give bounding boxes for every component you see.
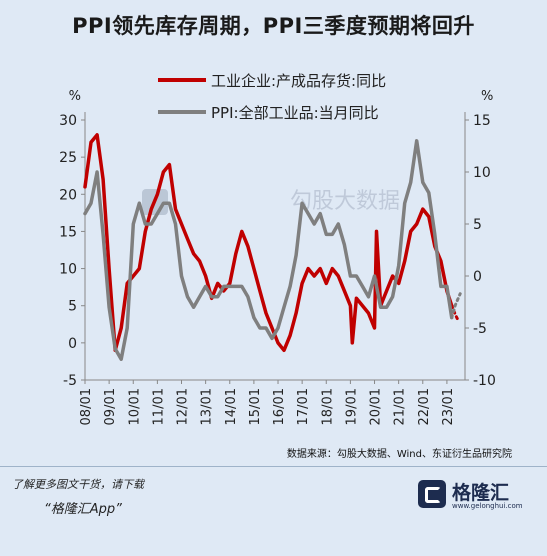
x-tick-label: 15/01 (248, 388, 263, 425)
brand-logo-icon (418, 480, 446, 508)
download-tip: 了解更多图文干货，请下载 (12, 478, 144, 491)
x-tick-label: 11/01 (151, 388, 166, 425)
legend: 工业企业:产成品存货:同比 PPI:全部工业品:当月同比 (158, 72, 386, 122)
y-left-tick-label: 10 (59, 262, 77, 278)
y-left-tick-label: 5 (68, 299, 77, 315)
y-left-tick-label: -5 (63, 373, 77, 389)
x-tick-label: 19/01 (344, 388, 359, 425)
x-tick-label: 09/01 (103, 388, 118, 425)
legend-label-inventory: 工业企业:产成品存货:同比 (211, 72, 386, 90)
y-axis-left-unit: % (69, 89, 81, 104)
footer-divider (0, 466, 547, 467)
series-layer (83, 133, 462, 361)
x-tick-label: 18/01 (320, 388, 335, 425)
series-line-ppi-forecast (450, 292, 462, 320)
y-right-tick-label: 10 (473, 165, 491, 181)
series-line-ppi (83, 139, 454, 361)
x-tick-label: 13/01 (200, 388, 215, 425)
brand-url: www.gelonghui.com (452, 502, 523, 510)
x-tick-label: 14/01 (224, 388, 239, 425)
y-left-tick-label: 25 (59, 150, 77, 166)
chart: 勾股大数据 % % -5 0 5 10 15 20 25 30 -10 -5 0 5 10 15 08/01 09… (59, 72, 512, 460)
x-tick-label: 23/01 (441, 388, 456, 425)
y-right-tick-label: 5 (473, 217, 482, 233)
x-tick-label: 12/01 (176, 388, 191, 425)
series-line-inventory (83, 133, 454, 353)
y-right-tick-label: 0 (473, 269, 482, 285)
brand[interactable]: 格隆汇 www.gelonghui.com (418, 478, 538, 518)
series-line-inventory-forecast (450, 304, 461, 324)
x-tick-label: 10/01 (127, 388, 142, 425)
y-left-tick-label: 30 (59, 113, 77, 129)
x-tick-label: 21/01 (393, 388, 408, 425)
y-left-tick-label: 20 (59, 187, 77, 203)
y-axis-right-unit: % (481, 89, 493, 104)
source-note: 数据来源：勾股大数据、Wind、东证衍生品研究院 (287, 447, 512, 460)
y-right-tick-label: -10 (473, 373, 496, 389)
page-title: PPI领先库存周期，PPI三季度预期将回升 (72, 14, 475, 38)
y-left-tick-label: 0 (68, 336, 77, 352)
y-right-tick-label: 15 (473, 113, 491, 129)
x-tick-label: 16/01 (272, 388, 287, 425)
x-tick-label: 08/01 (79, 388, 94, 425)
x-tick-label: 22/01 (417, 388, 432, 425)
watermark-text: 勾股大数据 (290, 189, 400, 214)
brand-name: 格隆汇 (452, 482, 510, 504)
axes: % % -5 0 5 10 15 20 25 30 -10 -5 0 5 10 15 08/01 09/01 10/… (59, 89, 496, 425)
x-tick-label: 20/01 (369, 388, 384, 425)
y-right-tick-label: -5 (473, 321, 487, 337)
x-tick-label: 17/01 (296, 388, 311, 425)
app-name: “格隆汇App” (44, 502, 122, 517)
y-left-tick-label: 15 (59, 224, 77, 240)
legend-label-ppi: PPI:全部工业品:当月同比 (211, 104, 379, 122)
watermark: 勾股大数据 (142, 189, 400, 215)
